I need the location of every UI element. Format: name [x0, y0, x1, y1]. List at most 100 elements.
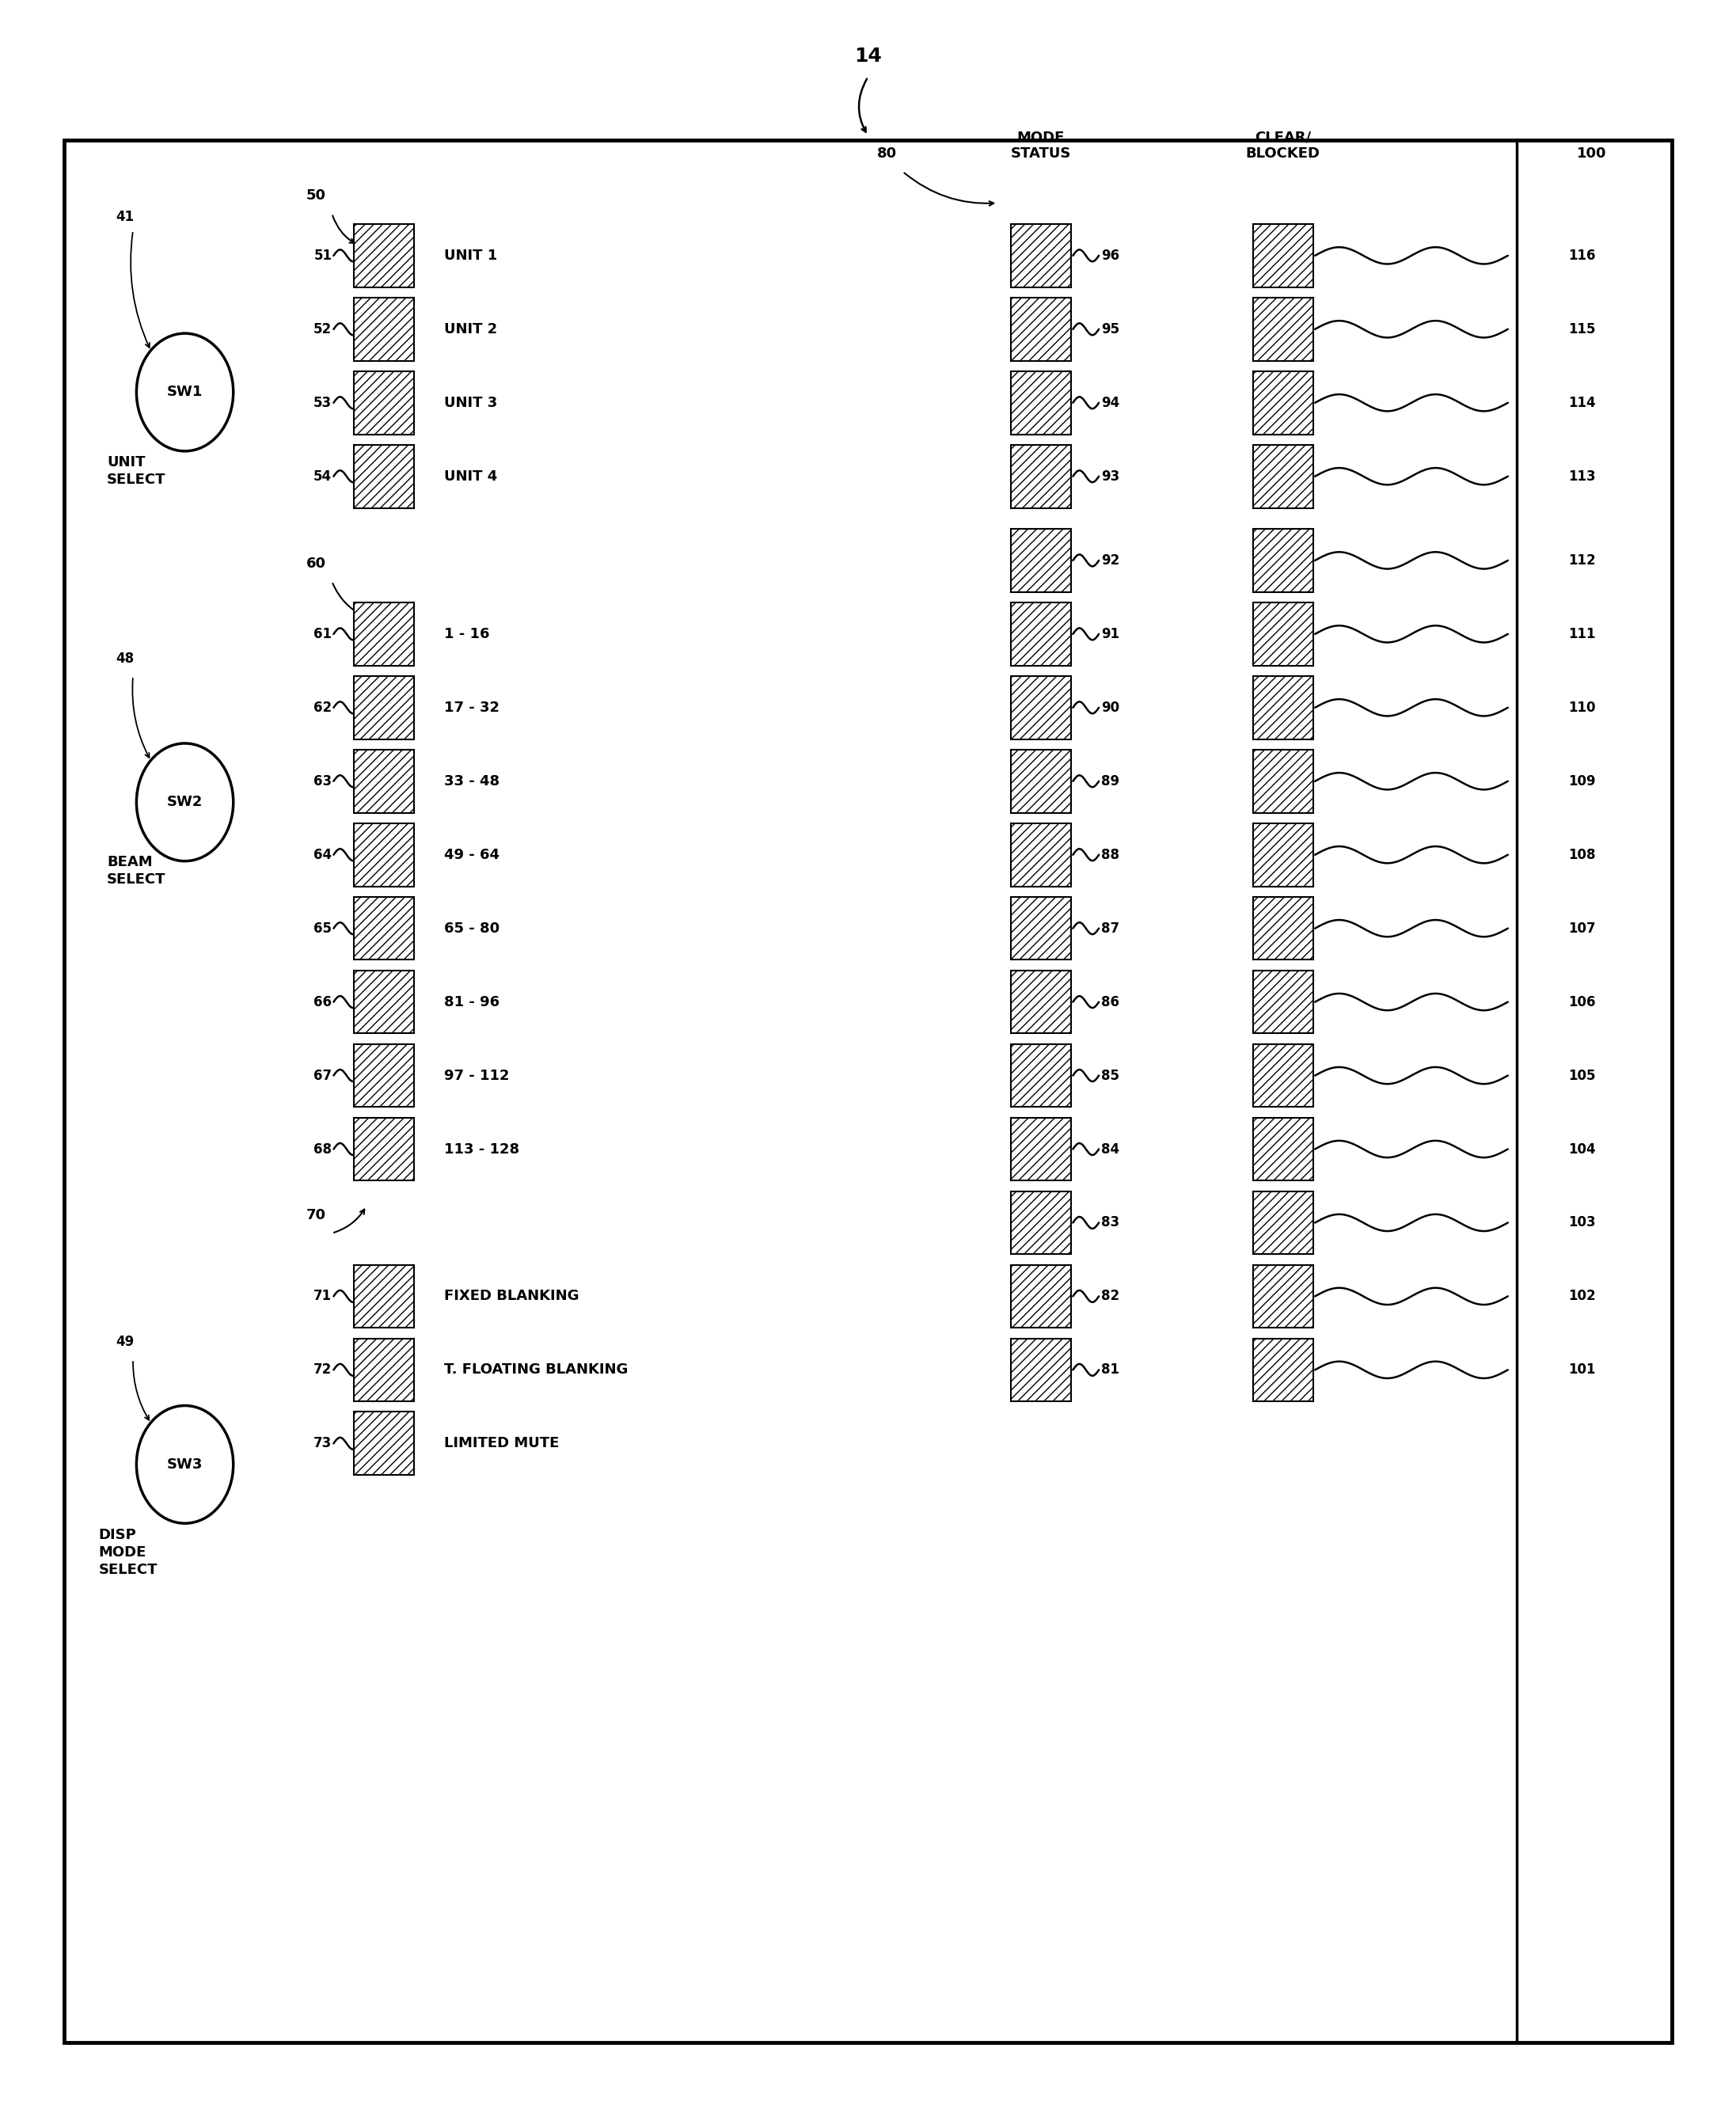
Text: 86: 86 — [1101, 995, 1120, 1008]
Text: 108: 108 — [1568, 848, 1595, 863]
Text: 91: 91 — [1101, 626, 1120, 641]
Text: 115: 115 — [1568, 323, 1595, 335]
Text: FIXED BLANKING: FIXED BLANKING — [444, 1289, 580, 1303]
Text: 49 - 64: 49 - 64 — [444, 848, 500, 863]
Bar — [1253, 297, 1314, 361]
Bar — [1253, 1192, 1314, 1255]
Bar — [1253, 677, 1314, 738]
Bar — [1253, 823, 1314, 886]
Text: 49: 49 — [116, 1335, 134, 1350]
Bar — [354, 1118, 413, 1181]
Text: 53: 53 — [314, 396, 332, 409]
Text: 51: 51 — [314, 249, 332, 264]
Text: 62: 62 — [314, 700, 332, 715]
Text: 84: 84 — [1101, 1141, 1120, 1156]
Text: 73: 73 — [314, 1436, 332, 1451]
Text: 90: 90 — [1101, 700, 1120, 715]
Bar — [354, 749, 413, 812]
Text: 100: 100 — [1576, 148, 1608, 160]
Text: DISP
MODE
SELECT: DISP MODE SELECT — [99, 1527, 158, 1578]
Bar — [1010, 224, 1071, 287]
Bar — [354, 1044, 413, 1107]
Bar — [1010, 603, 1071, 666]
Text: 112: 112 — [1568, 553, 1595, 567]
Text: 101: 101 — [1568, 1362, 1595, 1377]
Text: 65 - 80: 65 - 80 — [444, 922, 500, 936]
Text: 52: 52 — [314, 323, 332, 335]
Text: 92: 92 — [1101, 553, 1120, 567]
Bar — [354, 677, 413, 738]
Text: 110: 110 — [1568, 700, 1595, 715]
Text: 88: 88 — [1101, 848, 1120, 863]
Text: UNIT 1: UNIT 1 — [444, 249, 498, 264]
Bar — [1253, 970, 1314, 1033]
Bar — [354, 896, 413, 960]
Bar — [1010, 529, 1071, 593]
Text: 17 - 32: 17 - 32 — [444, 700, 500, 715]
Text: 87: 87 — [1101, 922, 1120, 936]
Text: 104: 104 — [1568, 1141, 1595, 1156]
Text: 85: 85 — [1101, 1069, 1120, 1082]
Text: 66: 66 — [314, 995, 332, 1008]
Bar — [354, 823, 413, 886]
Text: 50: 50 — [306, 190, 326, 202]
Text: 83: 83 — [1101, 1215, 1120, 1230]
Text: 33 - 48: 33 - 48 — [444, 774, 500, 789]
Bar — [1253, 224, 1314, 287]
Bar — [1010, 677, 1071, 738]
Bar — [1253, 1118, 1314, 1181]
Text: 48: 48 — [116, 652, 134, 666]
Bar — [354, 297, 413, 361]
Text: T. FLOATING BLANKING: T. FLOATING BLANKING — [444, 1362, 628, 1377]
Bar — [1010, 297, 1071, 361]
Text: 97 - 112: 97 - 112 — [444, 1069, 510, 1082]
Text: 60: 60 — [306, 557, 326, 572]
Bar — [1010, 749, 1071, 812]
Text: UNIT 3: UNIT 3 — [444, 396, 498, 409]
Text: 41: 41 — [116, 209, 134, 224]
Bar — [354, 371, 413, 434]
Text: 93: 93 — [1101, 468, 1120, 483]
Bar — [1253, 445, 1314, 508]
Text: 80: 80 — [877, 148, 896, 160]
Text: 71: 71 — [314, 1289, 332, 1303]
Text: 116: 116 — [1568, 249, 1595, 264]
Text: 68: 68 — [314, 1141, 332, 1156]
Text: 95: 95 — [1101, 323, 1120, 335]
Bar — [354, 445, 413, 508]
Bar — [1010, 1265, 1071, 1329]
Text: 113: 113 — [1568, 468, 1595, 483]
Text: UNIT 4: UNIT 4 — [444, 468, 498, 483]
Text: CLEAR/
BLOCKED: CLEAR/ BLOCKED — [1246, 131, 1321, 160]
Bar — [1253, 1265, 1314, 1329]
Text: 114: 114 — [1568, 396, 1595, 409]
Text: 65: 65 — [314, 922, 332, 936]
Bar — [1010, 970, 1071, 1033]
Text: 106: 106 — [1568, 995, 1595, 1008]
Bar — [1253, 749, 1314, 812]
Bar — [1253, 1339, 1314, 1400]
Bar — [1253, 896, 1314, 960]
Text: 14: 14 — [854, 46, 882, 65]
Bar — [1253, 1044, 1314, 1107]
Text: UNIT
SELECT: UNIT SELECT — [108, 456, 167, 487]
Text: 111: 111 — [1568, 626, 1595, 641]
Bar — [1010, 1044, 1071, 1107]
Text: UNIT 2: UNIT 2 — [444, 323, 498, 335]
Text: 81 - 96: 81 - 96 — [444, 995, 500, 1008]
Bar — [354, 1265, 413, 1329]
Text: 102: 102 — [1568, 1289, 1595, 1303]
Bar — [1253, 603, 1314, 666]
Text: 72: 72 — [314, 1362, 332, 1377]
Bar — [354, 970, 413, 1033]
Bar — [1010, 896, 1071, 960]
Text: 1 - 16: 1 - 16 — [444, 626, 490, 641]
Text: LIMITED MUTE: LIMITED MUTE — [444, 1436, 559, 1451]
Bar — [1253, 371, 1314, 434]
Bar — [354, 1339, 413, 1400]
Text: MODE
STATUS: MODE STATUS — [1010, 131, 1071, 160]
Bar — [1253, 529, 1314, 593]
Bar — [1010, 1339, 1071, 1400]
Text: 113 - 128: 113 - 128 — [444, 1141, 519, 1156]
Text: SW1: SW1 — [167, 386, 203, 399]
